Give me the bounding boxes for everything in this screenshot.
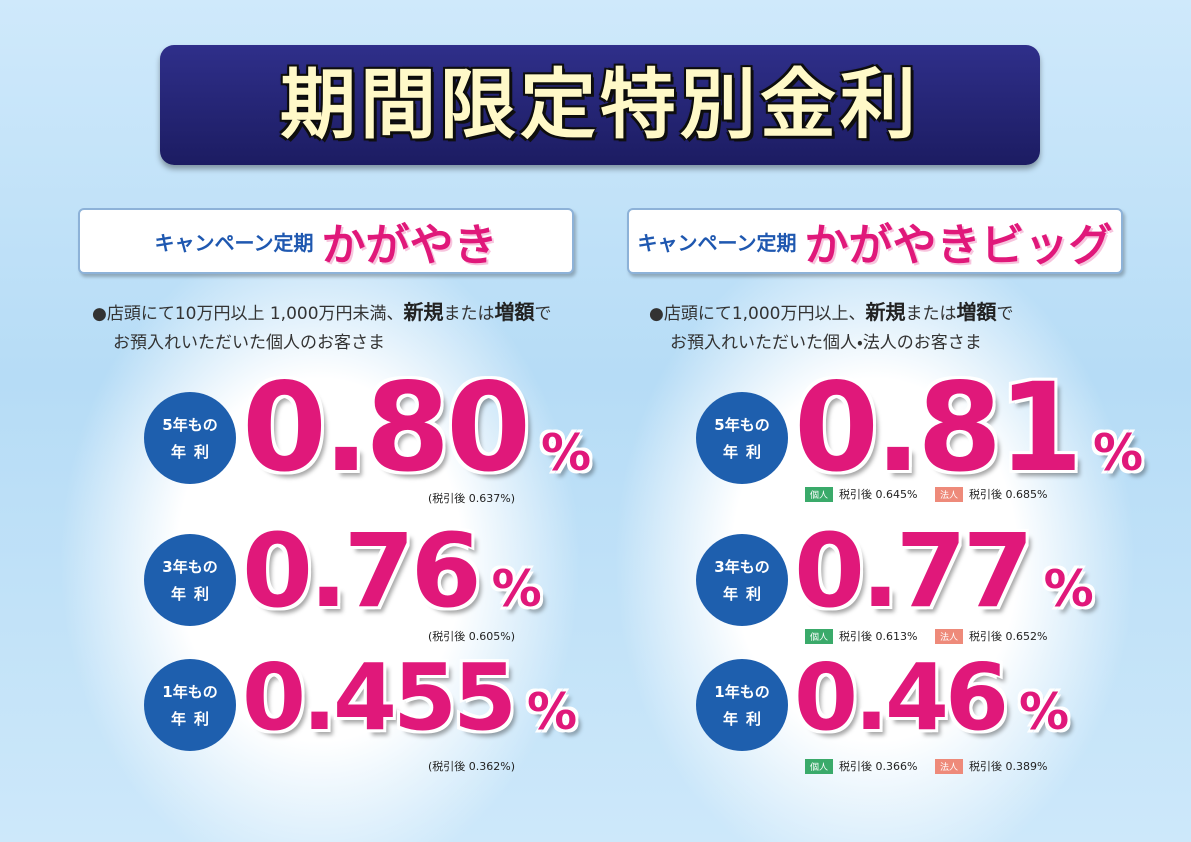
rate: 0.80 bbox=[242, 357, 531, 500]
condition-part: ●店頭にて1,000万円以上、 bbox=[649, 304, 866, 324]
rate: 0.46 bbox=[794, 643, 1009, 751]
term: 1年もの bbox=[162, 683, 218, 701]
rate-kind: 年利 bbox=[722, 710, 769, 728]
rate: 0.81 bbox=[794, 357, 1083, 500]
term-circle: 3年もの年利 bbox=[696, 534, 788, 626]
condition-part: ●店頭にて10万円以上 1,000万円未満、 bbox=[92, 304, 404, 324]
after-tax: 個人 税引後 0.645% bbox=[805, 486, 917, 502]
rate-unit: % bbox=[527, 682, 578, 741]
after-tax-text: 税引後 0.685% bbox=[969, 488, 1048, 501]
after-tax-text: 税引後 0.389% bbox=[969, 760, 1048, 773]
plan-name: かがやき bbox=[321, 220, 498, 271]
title: 期間限定特別金利 bbox=[280, 60, 920, 149]
rate-row: 0.80% bbox=[242, 367, 591, 489]
rate-row: 0.81% bbox=[794, 367, 1143, 489]
badge: 法人 bbox=[935, 487, 964, 502]
condition-part: で bbox=[534, 304, 552, 324]
rate-row: 0.77% bbox=[794, 520, 1094, 623]
badge: 個人 bbox=[805, 487, 834, 502]
term-circle: 3年もの年利 bbox=[144, 534, 236, 626]
term-circle: 1年もの年利 bbox=[144, 659, 236, 751]
term-circle: 1年もの年利 bbox=[696, 659, 788, 751]
rate-kind: 年利 bbox=[170, 710, 217, 728]
term-circle: 5年もの年利 bbox=[696, 392, 788, 484]
after-tax: 法人 税引後 0.652% bbox=[935, 628, 1047, 644]
rate-kind: 年利 bbox=[722, 443, 769, 461]
condition-part: または bbox=[443, 304, 495, 324]
plan-name: かがやきビッグ bbox=[804, 220, 1113, 271]
condition-part: 新規 bbox=[865, 300, 906, 324]
rate: 0.455 bbox=[242, 643, 517, 751]
after-tax-text: 税引後 0.613% bbox=[839, 630, 918, 643]
term: 3年もの bbox=[162, 558, 218, 576]
rate-unit: % bbox=[491, 559, 542, 618]
after-tax-text: 税引後 0.652% bbox=[969, 630, 1048, 643]
rate-unit: % bbox=[541, 424, 592, 483]
condition: お預入れいただいた個人のお客さま bbox=[113, 333, 385, 353]
badge: 法人 bbox=[935, 759, 964, 774]
rate-kind: 年利 bbox=[722, 585, 769, 603]
term: 1年もの bbox=[714, 683, 770, 701]
rate-row: 0.46% bbox=[794, 651, 1070, 744]
after-tax: 個人 税引後 0.366% bbox=[805, 758, 917, 774]
plan-header: キャンペーン定期 かがやき bbox=[78, 208, 574, 274]
badge: 法人 bbox=[935, 629, 964, 644]
condition-part: または bbox=[905, 304, 957, 324]
term: 5年もの bbox=[162, 416, 218, 434]
condition: お預入れいただいた個人・法人のお客さま bbox=[670, 333, 982, 353]
rate: 0.77 bbox=[794, 511, 1034, 631]
term: 5年もの bbox=[714, 416, 770, 434]
condition-part: 増額 bbox=[494, 300, 535, 324]
after-tax-text: 税引後 0.645% bbox=[839, 488, 918, 501]
plan-label: キャンペーン定期 bbox=[637, 230, 797, 255]
after-tax: (税引後 0.637%) bbox=[427, 492, 515, 505]
plan-header: キャンペーン定期 かがやきビッグ bbox=[627, 208, 1123, 274]
condition: ●店頭にて1,000万円以上、新規または増額で bbox=[649, 296, 1014, 325]
condition-part: 新規 bbox=[403, 300, 444, 324]
term: 3年もの bbox=[714, 558, 770, 576]
after-tax: (税引後 0.362%) bbox=[427, 760, 515, 773]
condition-part: 増額 bbox=[956, 300, 997, 324]
term-circle: 5年もの年利 bbox=[144, 392, 236, 484]
rate-kind: 年利 bbox=[170, 443, 217, 461]
after-tax: (税引後 0.605%) bbox=[427, 630, 515, 643]
rate-row: 0.455% bbox=[242, 651, 578, 744]
rate: 0.76 bbox=[242, 511, 482, 631]
title-banner bbox=[160, 45, 1040, 165]
rate-kind: 年利 bbox=[170, 585, 217, 603]
badge: 個人 bbox=[805, 629, 834, 644]
after-tax: 個人 税引後 0.613% bbox=[805, 628, 917, 644]
plan-label: キャンペーン定期 bbox=[154, 230, 314, 255]
rate-unit: % bbox=[1019, 682, 1070, 741]
rate-row: 0.76% bbox=[242, 520, 542, 623]
condition-part: で bbox=[996, 304, 1014, 324]
after-tax: 法人 税引後 0.389% bbox=[935, 758, 1047, 774]
rate-unit: % bbox=[1043, 559, 1094, 618]
condition: ●店頭にて10万円以上 1,000万円未満、新規または増額で bbox=[92, 296, 552, 325]
after-tax-text: 税引後 0.366% bbox=[839, 760, 918, 773]
rate-unit: % bbox=[1093, 424, 1144, 483]
badge: 個人 bbox=[805, 759, 834, 774]
after-tax: 法人 税引後 0.685% bbox=[935, 486, 1047, 502]
